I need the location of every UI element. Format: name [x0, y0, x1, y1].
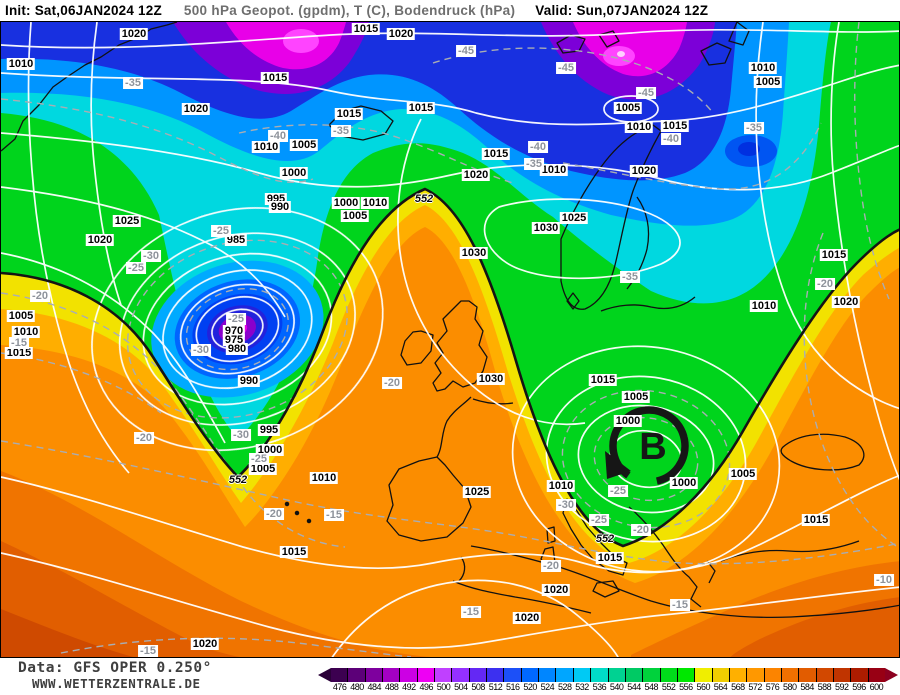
- colorbar-tick-label: 520: [523, 682, 537, 692]
- colorbar-swatch: [556, 668, 574, 682]
- colorbar-tick-label: 496: [419, 682, 433, 692]
- colorbar-tick-label: 488: [384, 682, 399, 692]
- colorbar-swatch: [677, 668, 696, 682]
- colorbar-tick-label: 524: [540, 682, 555, 692]
- colorbar-swatch: [868, 668, 885, 682]
- cyclone-symbol-label: B: [639, 426, 666, 468]
- header-bar: Init: Sat,06JAN2024 12Z 500 hPa Geopot. …: [0, 0, 900, 21]
- colorbar-tick-label: 552: [661, 682, 676, 692]
- colorbar-swatch: [521, 668, 540, 682]
- colorbar-tick-label: 548: [644, 682, 659, 692]
- cyclone-symbol: B: [605, 406, 689, 486]
- colorbar-swatch: [833, 668, 852, 682]
- colorbar-tick-label: 556: [679, 682, 693, 692]
- colorbar-swatch: [504, 668, 522, 682]
- colorbar-tick-label: 508: [471, 682, 485, 692]
- colorbar-tick-label: 564: [713, 682, 728, 692]
- colorbar-swatch: [400, 668, 418, 682]
- colorbar-swatch: [712, 668, 730, 682]
- colorbar-swatch: [591, 668, 609, 682]
- colorbar-tick-label: 532: [575, 682, 589, 692]
- colorbar-tick-label: 592: [834, 682, 849, 692]
- colorbar-tick-label: 584: [800, 682, 814, 692]
- colorbar-tick-label: 484: [367, 682, 382, 692]
- colorbar-swatch: [365, 668, 384, 682]
- colorbar-tick-label: 572: [748, 682, 762, 692]
- website-text: WWW.WETTERZENTRALE.DE: [32, 676, 201, 691]
- colorbar-swatch: [781, 668, 800, 682]
- colorbar-swatch: [799, 668, 817, 682]
- colorbar-swatch: [539, 668, 557, 682]
- contour-552-line: [1, 187, 899, 548]
- colorbar-swatch: [695, 668, 713, 682]
- temperature-contours: [1, 22, 899, 657]
- colorbar-swatch: [487, 668, 505, 682]
- init-time-text: Init: Sat,06JAN2024 12Z: [5, 3, 162, 18]
- colorbar-tick-label: 536: [592, 682, 607, 692]
- colorbar-tick-label: 576: [765, 682, 780, 692]
- colorbar-tick-label: 528: [557, 682, 572, 692]
- colorbar-swatch: [452, 668, 470, 682]
- colorbar-right-arrow-icon: [885, 668, 898, 682]
- colorbar-swatch: [816, 668, 834, 682]
- colorbar-tick-label: 600: [869, 682, 884, 692]
- colorbar-tick-label: 500: [436, 682, 451, 692]
- colorbar-tick-label: 512: [488, 682, 503, 692]
- data-source-text: Data: GFS OPER 0.250°: [18, 660, 212, 676]
- colorbar-tick-label: 492: [402, 682, 416, 692]
- colorbar-tick-label: 560: [696, 682, 710, 692]
- colorbar-left-arrow-icon: [318, 668, 331, 682]
- valid-time-text: Valid: Sun,07JAN2024 12Z: [535, 3, 709, 18]
- weather-map: B 1020 1015 1020 1010 1015 1020 1015 1015 1005 10…: [0, 21, 900, 658]
- geopotential-colorbar: 476 480 484 488 492 496 500 504 508 512 516 520 524 5…: [318, 668, 898, 693]
- colorbar-swatch: [417, 668, 436, 682]
- colorbar-swatch: [643, 668, 661, 682]
- colorbar-swatch: [764, 668, 782, 682]
- colorbar-tick-label: 588: [817, 682, 832, 692]
- colorbar-swatch: [851, 668, 869, 682]
- credits: Data: GFS OPER 0.250° WWW.WETTERZENTRALE…: [18, 660, 212, 691]
- map-canvas: B: [1, 22, 899, 657]
- colorbar-swatch: [660, 668, 678, 682]
- colorbar-tick-label: 544: [627, 682, 641, 692]
- colorbar-swatch: [383, 668, 401, 682]
- chart-title: 500 hPa Geopot. (gpdm), T (C), Bodendruc…: [183, 3, 516, 18]
- colorbar-tick-label: 480: [350, 682, 364, 692]
- colorbar-tick-label: 504: [454, 682, 468, 692]
- colorbar-swatches: [318, 668, 898, 682]
- colorbar-swatch: [729, 668, 748, 682]
- colorbar-swatch: [331, 668, 349, 682]
- colorbar-tick-label: 596: [852, 682, 866, 692]
- colorbar-swatch: [469, 668, 488, 682]
- colorbar-swatch: [747, 668, 765, 682]
- colorbar-swatch: [608, 668, 626, 682]
- colorbar-tick-label: 476: [332, 682, 347, 692]
- colorbar-swatch: [573, 668, 592, 682]
- colorbar-tick-label: 568: [731, 682, 745, 692]
- colorbar-swatch: [348, 668, 366, 682]
- isobars: [1, 22, 899, 657]
- footer-bar: Data: GFS OPER 0.250° WWW.WETTERZENTRALE…: [0, 658, 900, 695]
- colorbar-swatch: [625, 668, 644, 682]
- colorbar-labels: 476 480 484 488 492 496 500 504 508 512 516 520 524 5…: [331, 682, 885, 693]
- colorbar-tick-label: 580: [783, 682, 797, 692]
- colorbar-tick-label: 516: [506, 682, 520, 692]
- colorbar-swatch: [435, 668, 453, 682]
- colorbar-tick-label: 540: [609, 682, 624, 692]
